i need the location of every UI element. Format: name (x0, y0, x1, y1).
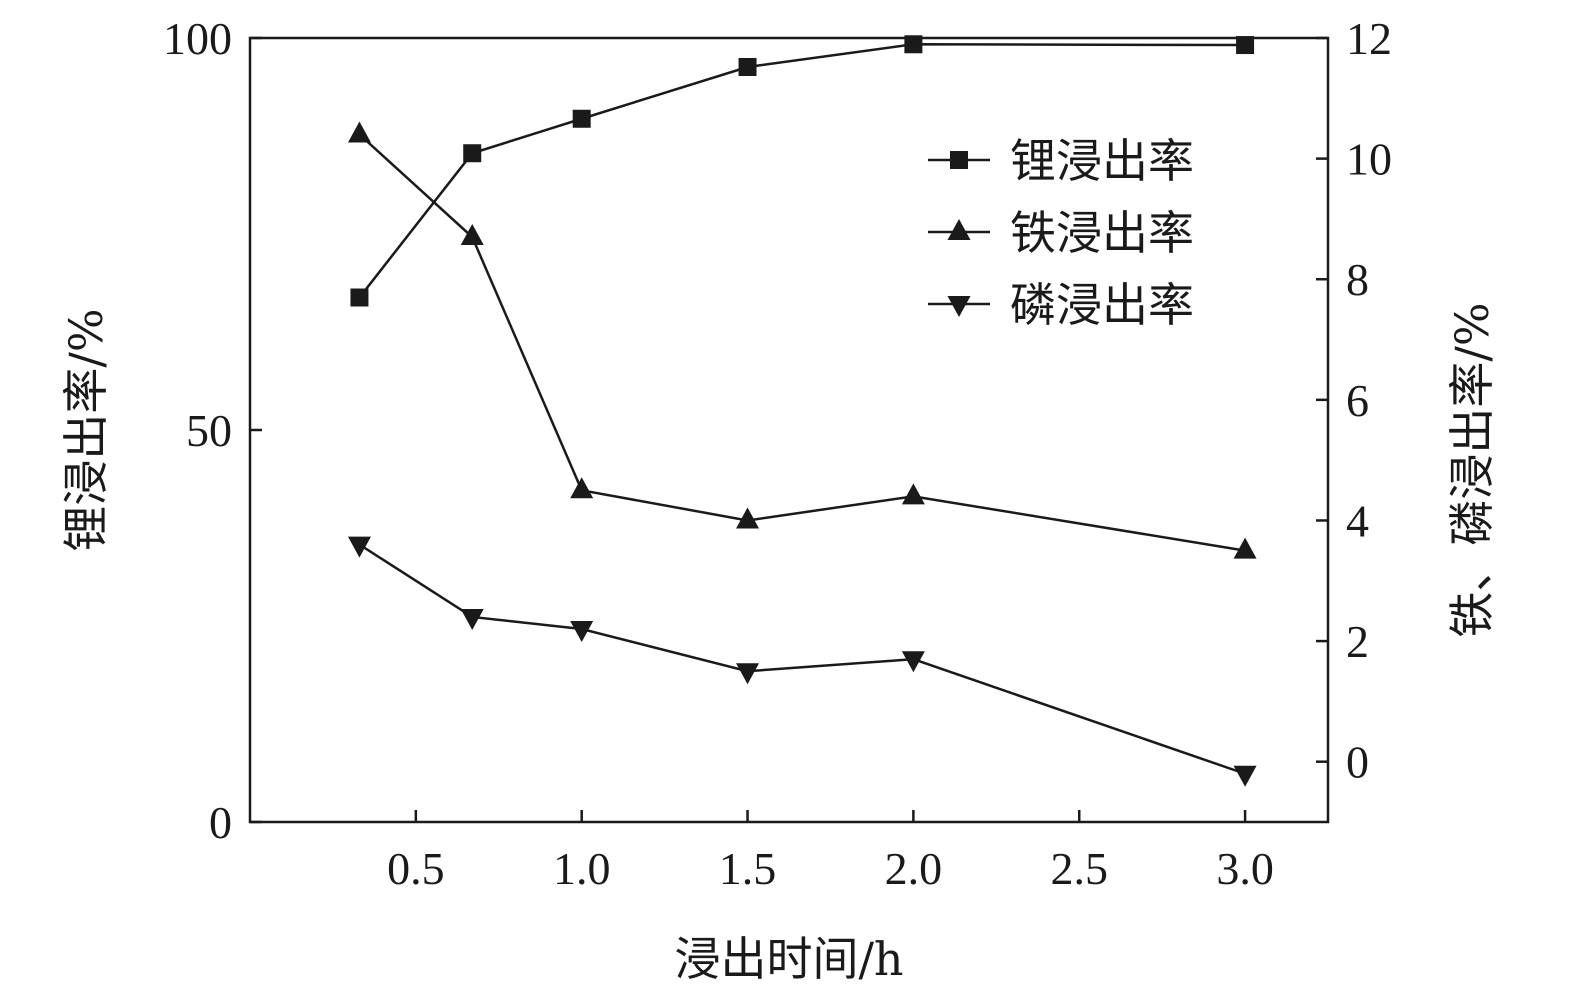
data-point (350, 288, 369, 307)
data-point (460, 608, 484, 630)
x-tick-label: 1.5 (719, 843, 777, 894)
data-point (570, 477, 594, 499)
y-right-axis-title: 铁、磷浸出率/% (1445, 302, 1499, 637)
y-left-tick-label: 100 (163, 13, 232, 64)
data-point (460, 223, 484, 245)
x-tick-label: 1.0 (553, 843, 611, 894)
y-right-tick-label: 10 (1346, 134, 1392, 185)
data-point (904, 35, 923, 54)
data-point (1233, 537, 1257, 559)
y-left-tick-label: 50 (186, 405, 232, 456)
series-square (350, 35, 1255, 307)
data-point (347, 121, 371, 143)
legend-entry: 锂浸出率 (928, 134, 1194, 188)
data-point (570, 621, 594, 643)
legend-label: 锂浸出率 (1010, 134, 1194, 188)
series-line (358, 543, 1246, 775)
series-triangle-up (347, 121, 1257, 559)
x-tick-label: 2.0 (885, 843, 943, 894)
legend-label: 铁浸出率 (1010, 206, 1194, 260)
data-point (347, 536, 371, 558)
data-point (572, 109, 591, 128)
legend-entry: 铁浸出率 (928, 206, 1194, 260)
legend-entry: 磷浸出率 (928, 278, 1194, 332)
x-tick-label: 3.0 (1216, 843, 1274, 894)
y-right-tick-label: 8 (1346, 254, 1369, 305)
data-point (736, 507, 760, 529)
series-triangle-down (347, 536, 1257, 787)
series-layer (347, 35, 1257, 787)
legend-marker (950, 151, 968, 169)
data-point (736, 663, 760, 685)
y-right-tick-label: 12 (1346, 13, 1392, 64)
data-point (901, 651, 925, 673)
series-line (358, 43, 1246, 299)
data-point (1236, 36, 1255, 55)
axes-layer: 0.5 1.0 1.5 2.0 2.5 3.0 0 50 100 0 2 4 6 8 10 12 (163, 13, 1392, 894)
data-point (463, 144, 482, 163)
data-point (901, 483, 925, 505)
legend-label: 磷浸出率 (1010, 278, 1194, 332)
data-point (1233, 765, 1257, 787)
x-axis-title: 浸出时间/h (674, 932, 903, 986)
y-right-tick-label: 2 (1346, 616, 1369, 667)
x-tick-label: 2.5 (1050, 843, 1108, 894)
legend-marker (947, 296, 971, 318)
legend-marker (947, 218, 971, 240)
x-tick-label: 0.5 (387, 843, 445, 894)
y-left-tick-label: 0 (209, 797, 232, 848)
y-left-axis-title: 锂浸出率/% (59, 308, 113, 551)
data-point (738, 58, 757, 77)
y-right-tick-label: 0 (1346, 737, 1369, 788)
y-right-tick-label: 4 (1346, 495, 1369, 546)
series-line (358, 133, 1246, 552)
y-right-tick-label: 6 (1346, 375, 1369, 426)
